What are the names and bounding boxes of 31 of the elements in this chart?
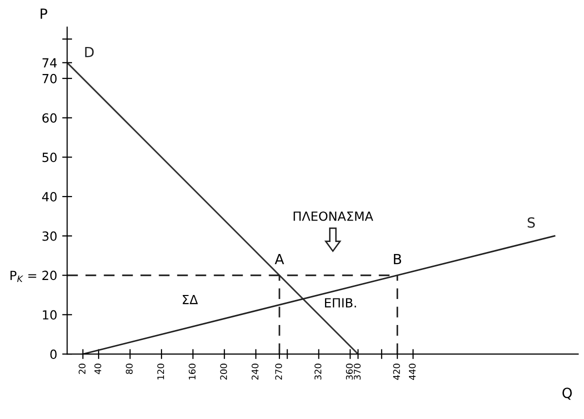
annotation: B — [394, 254, 402, 264]
x-tick-label: 440 — [408, 364, 416, 380]
y-tick-label: 60 — [42, 113, 57, 123]
y-tick-label: 30 — [42, 231, 57, 241]
x-tick-label: 80 — [126, 364, 133, 374]
annotation: ΠΛΕΟΝΑΣΜΑ — [294, 211, 374, 221]
x-tick-label: 200 — [220, 364, 228, 380]
y-tick-label: 10 — [42, 310, 57, 320]
x-tick-label: 360 — [346, 364, 353, 380]
y-tick-label: P$_{K}$ = 20 — [10, 270, 57, 282]
y-tick-label: 70 — [42, 74, 57, 84]
x-tick-label: 270 — [275, 364, 282, 380]
y-tick-label: 40 — [42, 192, 57, 202]
y-tick-label: 0 — [50, 350, 57, 359]
series-label: D — [85, 46, 94, 58]
x-tick-label: 160 — [188, 364, 196, 380]
x-tick-label: 20 — [78, 364, 86, 374]
x-tick-label: 120 — [157, 364, 164, 380]
x-axis-title: Q — [562, 388, 572, 400]
x-tick-label: 370 — [354, 364, 361, 380]
y-tick-label: 50 — [42, 152, 57, 162]
series-label: S — [528, 217, 535, 228]
x-tick-label: 420 — [393, 364, 400, 380]
annotation: A — [274, 254, 284, 264]
y-axis-title: P — [40, 8, 48, 19]
x-tick-label: 320 — [314, 364, 322, 380]
annotation: ΕΠΙΒ. — [325, 298, 356, 308]
x-tick-label: 40 — [94, 364, 102, 374]
annotation: ΣΔ — [182, 294, 198, 304]
y-tick-label: 74 — [42, 58, 57, 68]
x-tick-label: 240 — [252, 364, 258, 380]
